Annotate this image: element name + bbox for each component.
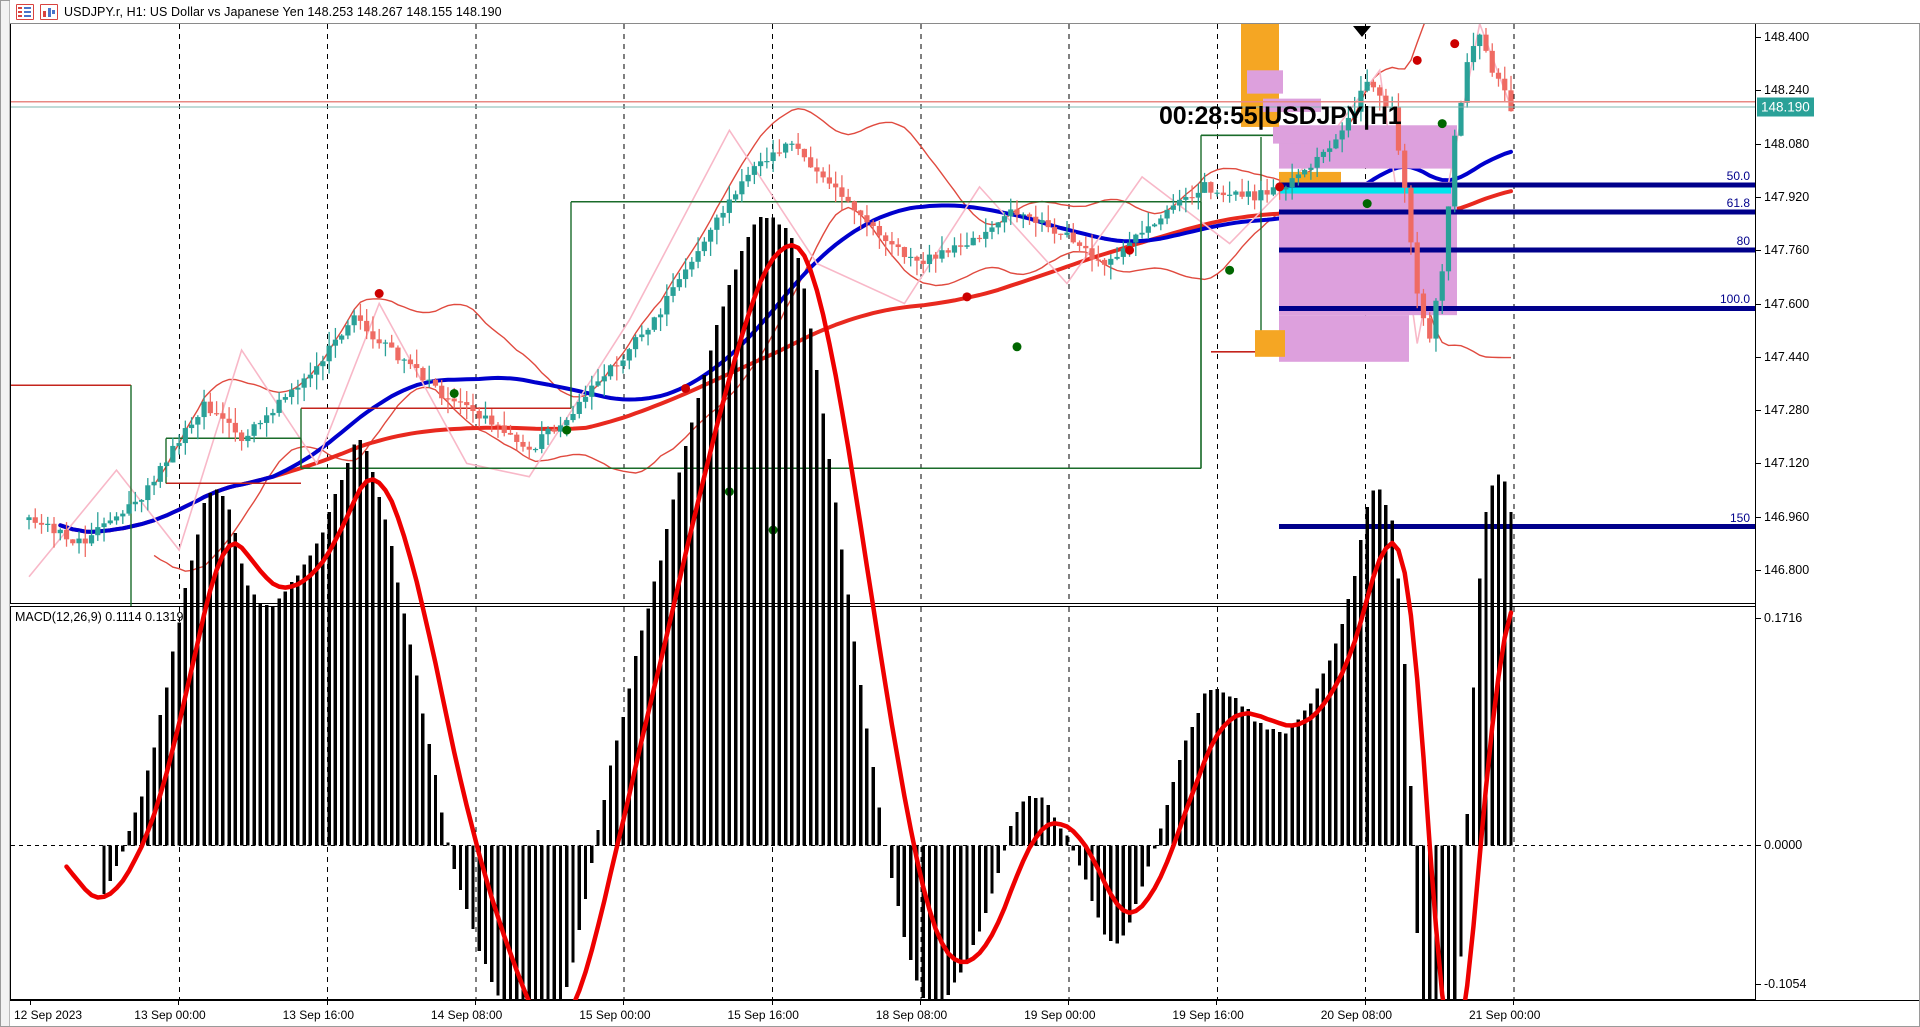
macd-tick-mark [1756,844,1761,846]
fib-level-label: 80 [1736,234,1750,249]
time-tick-mark [1364,1001,1366,1005]
time-tick-mark [919,1001,921,1005]
price-tick-mark [1756,463,1761,465]
fib-level-label: 61.8 [1726,195,1750,210]
price-tick-label: 147.440 [1764,349,1810,364]
time-tick-mark [1068,1001,1070,1005]
fib-level-label: 100.0 [1719,292,1750,307]
price-tick-mark [1756,250,1761,252]
time-tick-label: 20 Sep 08:00 [1320,1008,1393,1022]
time-tick-mark [474,1001,476,1005]
left-rail [0,0,10,1027]
price-tick-label: 148.080 [1764,136,1810,151]
time-tick-label: 21 Sep 00:00 [1469,1008,1541,1022]
price-tick-label: 147.920 [1764,189,1810,204]
time-axis[interactable]: 12 Sep 2023 13 Sep 00:00 13 Sep 16:00 14 Se… [10,1000,1920,1027]
price-tick-label: 148.240 [1764,83,1810,98]
time-tick-mark [178,1001,180,1005]
time-tick-label: 19 Sep 16:00 [1172,1008,1244,1022]
price-tick-mark [1756,303,1761,305]
time-tick-mark [771,1001,773,1005]
macd-indicator-pane[interactable]: MACD(12,26,9) 0.1114 0.1319 [10,216,1755,1027]
time-tick-label: 15 Sep 16:00 [727,1008,799,1022]
price-tick-mark [1756,410,1761,412]
time-tick-label: 13 Sep 00:00 [134,1008,206,1022]
current-price-tag: 148.190 [1757,97,1814,117]
price-tick-mark [1756,143,1761,145]
time-tick-label: 19 Sep 00:00 [1024,1008,1096,1022]
price-tick-mark [1756,516,1761,518]
macd-chart-canvas [11,216,1755,1027]
chart-window-icon[interactable] [40,3,58,20]
time-tick-label: 15 Sep 00:00 [579,1008,651,1022]
time-tick-label: 12 Sep 2023 [14,1008,83,1022]
price-tick-mark [1756,196,1761,198]
time-tick-label: 14 Sep 08:00 [430,1008,503,1022]
macd-tick-label: 0.0000 [1764,837,1803,852]
price-tick-label: 147.760 [1764,243,1810,258]
price-scale[interactable]: 148.400 148.240 148.080 147.920 147.760 147.6… [1755,24,1920,1000]
chart-title-text: USDJPY.r, H1: US Dollar vs Japanese Yen … [64,4,502,19]
fib-level-label: 150 [1729,510,1750,525]
price-tick-label: 147.600 [1764,296,1810,311]
countdown-overlay-label: 00:28:55|USDJPY|H1 [1159,101,1402,130]
price-tick-mark [1756,356,1761,358]
macd-label: MACD(12,26,9) 0.1114 0.1319 [15,610,184,624]
price-tick-label: 148.400 [1764,30,1810,44]
time-tick-mark [30,1001,31,1005]
macd-tick-mark [1756,618,1761,619]
price-tick-mark [1756,570,1761,571]
time-tick-mark [1216,1001,1218,1005]
time-tick-label: 18 Sep 08:00 [875,1008,948,1022]
fib-level-label: 50.0 [1726,169,1750,184]
price-tick-label: 146.800 [1764,563,1810,577]
price-chart-pane[interactable]: 00:28:55|USDJPY|H1 [10,0,1755,704]
price-tick-label: 147.280 [1764,403,1810,418]
time-tick-mark [326,1001,328,1005]
chart-titlebar: USDJPY.r, H1: US Dollar vs Japanese Yen … [10,0,1920,24]
time-tick-mark [623,1001,625,1005]
price-tick-mark [1756,37,1761,38]
macd-tick-label: 0.1716 [1764,611,1803,625]
price-tick-mark [1756,90,1761,92]
price-tick-label: 147.120 [1764,456,1810,471]
data-window-icon[interactable] [16,3,34,20]
price-tick-label: 146.960 [1764,509,1810,524]
time-tick-mark [1513,1001,1514,1005]
macd-tick-label: -0.1054 [1764,977,1807,991]
time-tick-label: 13 Sep 16:00 [282,1008,354,1022]
macd-tick-mark [1756,984,1761,985]
